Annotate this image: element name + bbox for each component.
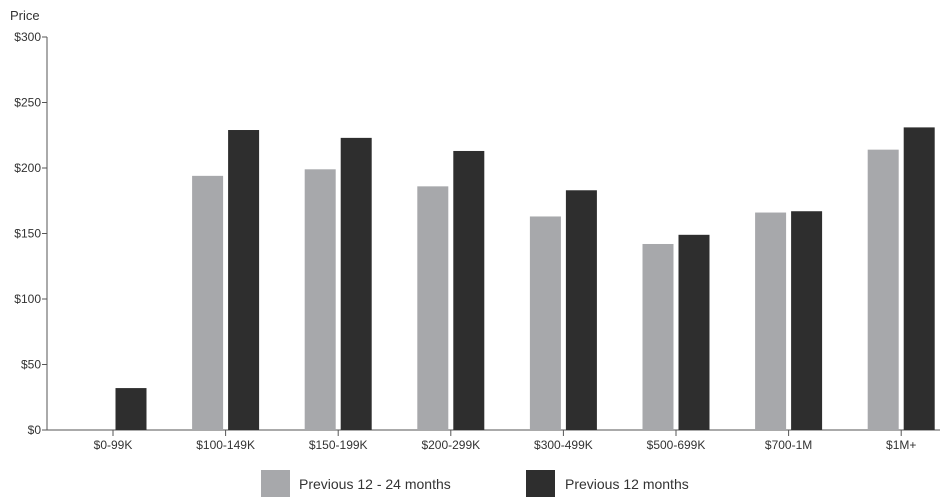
y-axis: $0 $50 $100 $150 $200 $250 $300 [14, 30, 48, 437]
bar-prev-12-months [453, 150, 485, 430]
y-tick-label: $200 [14, 161, 41, 175]
bar-prev-12-months [115, 388, 147, 430]
bar-prev-12-months [340, 137, 372, 430]
legend-item[interactable]: Previous 12 months [526, 470, 689, 497]
y-tick-label: $50 [21, 358, 41, 372]
bar-prev-12-24-months [192, 175, 224, 430]
legend-swatch [261, 470, 290, 497]
bar-prev-12-24-months [867, 149, 899, 430]
legend-label: Previous 12 months [565, 476, 689, 492]
y-tick-label: $100 [14, 292, 41, 306]
x-tick-label: $100-149K [196, 438, 255, 452]
bar-prev-12-months [565, 190, 597, 430]
bar-prev-12-24-months [417, 186, 449, 430]
x-tick-label: $500-699K [647, 438, 706, 452]
x-tick-label: $1M+ [886, 438, 916, 452]
y-tick-label: $0 [28, 423, 42, 437]
x-tick-label: $300-499K [534, 438, 593, 452]
x-tick-label: $150-199K [309, 438, 368, 452]
bars-group [115, 127, 935, 430]
bar-prev-12-24-months [304, 169, 336, 430]
x-tick-label: $0-99K [94, 438, 133, 452]
x-axis: $0-99K $100-149K $150-199K $200-299K $300-49… [47, 429, 940, 452]
x-tick-label: $700-1M [765, 438, 812, 452]
bar-prev-12-months [228, 130, 260, 430]
y-tick-label: $150 [14, 227, 41, 241]
bar-prev-12-24-months [755, 212, 787, 430]
y-tick-label: $300 [14, 30, 41, 44]
legend[interactable]: Previous 12 - 24 months Previous 12 month… [261, 470, 689, 497]
bar-prev-12-24-months [642, 243, 674, 430]
legend-item[interactable]: Previous 12 - 24 months [261, 470, 451, 497]
legend-swatch [526, 470, 555, 497]
x-tick-label: $200-299K [421, 438, 480, 452]
y-axis-title: Price [10, 8, 40, 23]
bar-prev-12-months [791, 211, 823, 430]
legend-label: Previous 12 - 24 months [299, 476, 451, 492]
y-tick-label: $250 [14, 96, 41, 110]
bar-prev-12-months [678, 234, 710, 430]
bar-prev-12-24-months [529, 216, 561, 430]
bar-prev-12-months [903, 127, 935, 430]
